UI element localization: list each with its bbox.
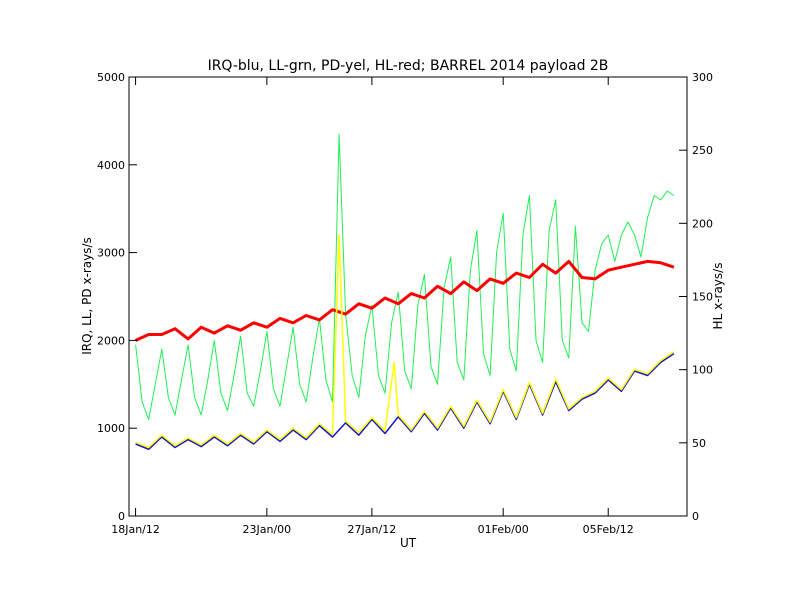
y2-tick-label: 300 xyxy=(692,71,713,84)
x-tick-label: 01Feb/00 xyxy=(478,523,529,536)
y-tick-label: 1000 xyxy=(97,422,125,435)
series-hl-line xyxy=(134,259,675,342)
series-pd-line xyxy=(135,234,675,449)
x-tick-label: 27Jan/12 xyxy=(348,523,397,536)
series-ll-line xyxy=(135,133,675,420)
x-tick-label: 23Jan/00 xyxy=(243,523,292,536)
axes-layer: 0 1000 2000 3000 4000 5000 0 50 100 150 200 250 300 1… xyxy=(97,71,713,536)
series-irq-line xyxy=(135,352,675,451)
y2-tick-label: 50 xyxy=(692,437,706,450)
series-layer xyxy=(134,133,675,451)
y-tick-label: 0 xyxy=(118,510,125,523)
y2-tick-label: 100 xyxy=(692,364,713,377)
x-tick-label: 05Feb/12 xyxy=(583,523,634,536)
y-axis-label: IRQ, LL, PD x-rays/s xyxy=(80,237,94,355)
y-tick-label: 5000 xyxy=(97,71,125,84)
y2-tick-label: 250 xyxy=(692,144,713,157)
y-tick-label: 4000 xyxy=(97,159,125,172)
y-tick-label: 2000 xyxy=(97,334,125,347)
y2-tick-label: 200 xyxy=(692,217,713,230)
y2-axis-label: HL x-rays/s xyxy=(711,263,725,330)
chart-title: IRQ-blu, LL-grn, PD-yel, HL-red; BARREL … xyxy=(208,58,609,74)
x-tick-label: 18Jan/12 xyxy=(111,523,160,536)
x-axis-label: UT xyxy=(400,536,417,550)
y-tick-label: 3000 xyxy=(97,247,125,260)
y2-tick-label: 0 xyxy=(692,510,699,523)
y2-tick-label: 150 xyxy=(692,291,713,304)
